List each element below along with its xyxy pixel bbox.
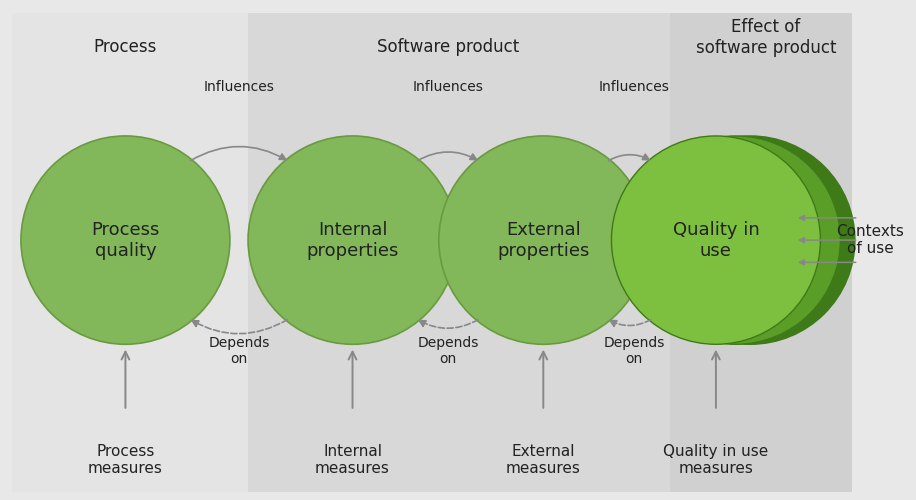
Ellipse shape (646, 136, 855, 344)
Text: Depends
on: Depends on (208, 336, 269, 366)
FancyArrowPatch shape (610, 320, 650, 326)
FancyArrowPatch shape (420, 320, 478, 328)
Text: Depends
on: Depends on (604, 336, 665, 366)
FancyArrowPatch shape (191, 146, 286, 160)
Text: Effect of
software product: Effect of software product (695, 18, 836, 57)
FancyArrowPatch shape (800, 260, 856, 265)
Text: Quality in use
measures: Quality in use measures (663, 444, 769, 476)
Text: Influences: Influences (412, 80, 484, 94)
Bar (12, 12, 248, 492)
Text: External
measures: External measures (506, 444, 581, 476)
Text: Depends
on: Depends on (417, 336, 478, 366)
Text: Internal
properties: Internal properties (306, 220, 398, 260)
FancyArrowPatch shape (800, 216, 856, 220)
Text: External
properties: External properties (497, 220, 590, 260)
Text: Contexts
of use: Contexts of use (836, 224, 904, 256)
FancyArrowPatch shape (608, 154, 649, 160)
Bar (248, 12, 671, 492)
Ellipse shape (631, 136, 840, 344)
Ellipse shape (21, 136, 230, 344)
Text: Software product: Software product (376, 38, 519, 56)
Ellipse shape (439, 136, 648, 344)
FancyArrowPatch shape (418, 152, 476, 160)
Ellipse shape (248, 136, 457, 344)
Text: Quality in
use: Quality in use (672, 220, 759, 260)
Ellipse shape (612, 136, 821, 344)
Text: Process
measures: Process measures (88, 444, 163, 476)
Text: Internal
measures: Internal measures (315, 444, 390, 476)
Text: Process: Process (93, 38, 158, 56)
Text: Influences: Influences (203, 80, 275, 94)
FancyArrowPatch shape (192, 320, 288, 334)
FancyArrowPatch shape (800, 238, 856, 242)
Text: Influences: Influences (599, 80, 670, 94)
Bar (671, 12, 852, 492)
Text: Process
quality: Process quality (92, 220, 159, 260)
